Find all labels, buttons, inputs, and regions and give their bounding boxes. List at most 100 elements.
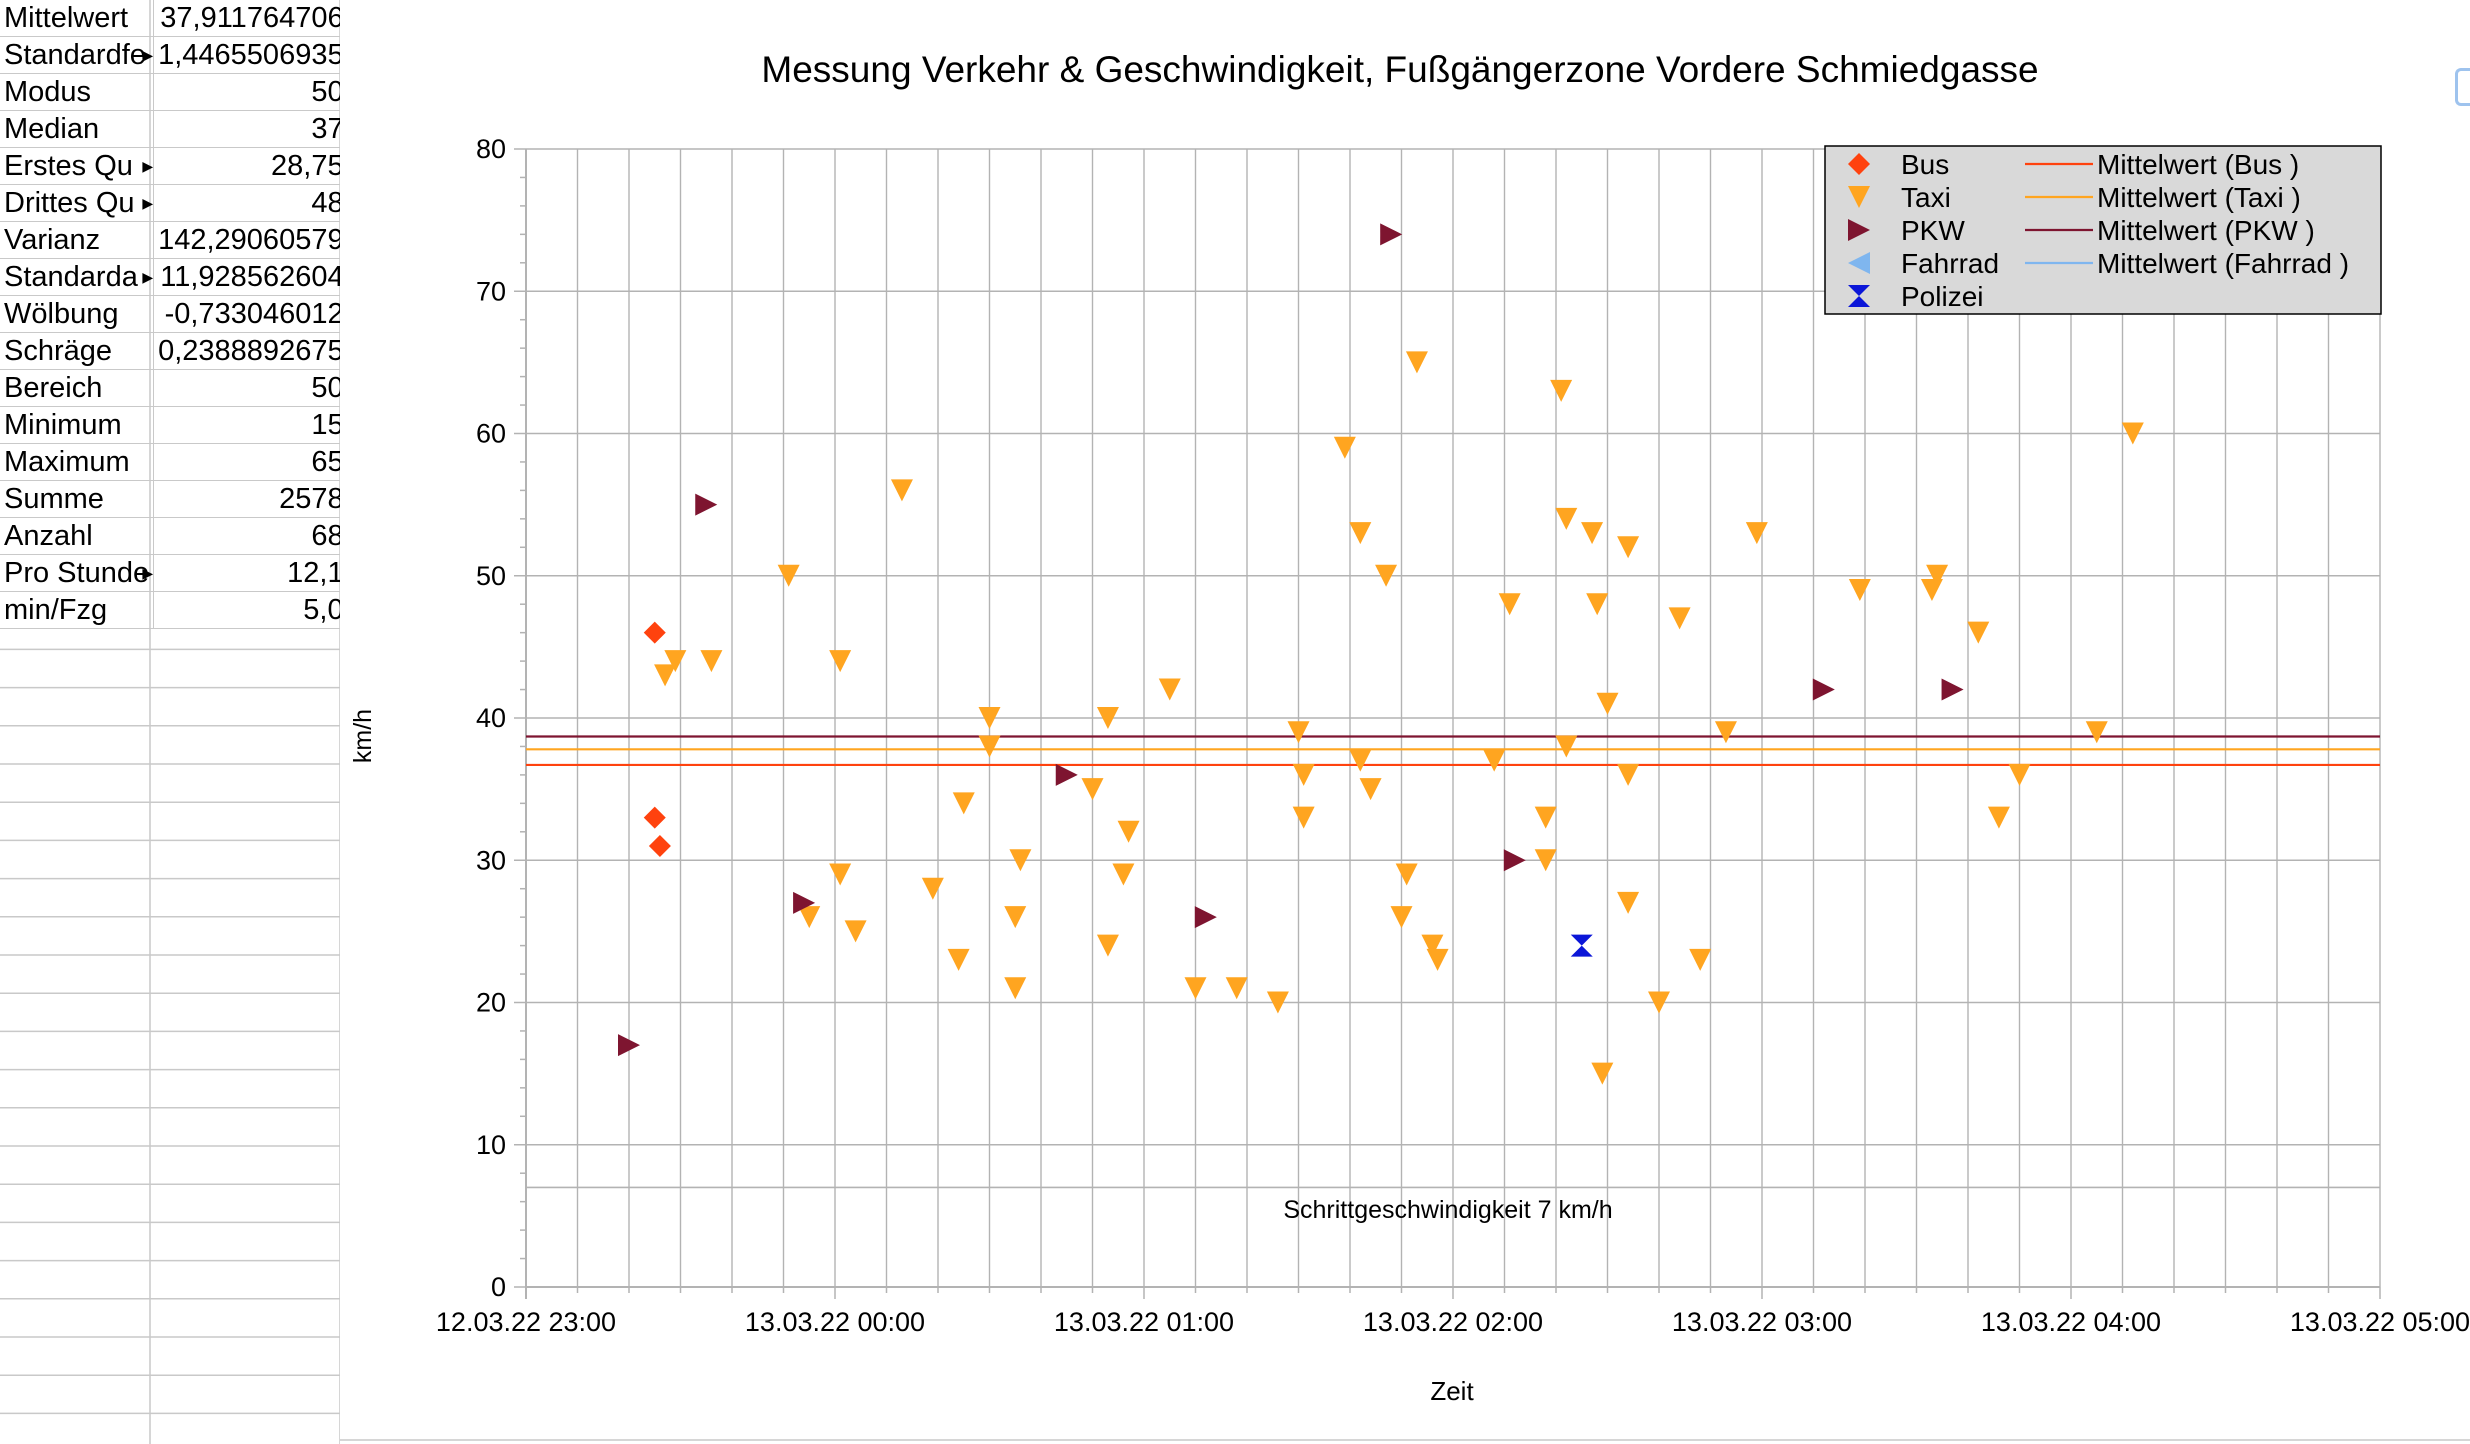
stats-label-cell[interactable]: min/Fzg (0, 591, 155, 629)
stats-value-cell[interactable]: 48 (153, 184, 349, 222)
data-point-taxi[interactable] (1081, 778, 1104, 801)
data-point-taxi[interactable] (1550, 379, 1573, 402)
stats-label-cell[interactable]: Wölbung (0, 295, 155, 333)
stats-value-cell[interactable]: 68 (153, 517, 349, 555)
data-point-taxi[interactable] (1096, 934, 1119, 957)
legend-marker-pkw[interactable] (1848, 219, 1870, 241)
data-point-taxi[interactable] (1534, 806, 1557, 829)
data-point-taxi[interactable] (1158, 678, 1181, 701)
data-point-bus[interactable] (643, 621, 666, 644)
data-point-taxi[interactable] (1534, 849, 1557, 872)
data-point-polizei[interactable] (1570, 934, 1593, 957)
stats-value-cell[interactable]: 50 (153, 73, 349, 111)
stats-label-cell[interactable]: Pro Stunde ▶ (0, 554, 155, 592)
data-point-pkw[interactable] (695, 493, 718, 516)
data-point-pkw[interactable] (1941, 678, 1964, 701)
data-point-taxi[interactable] (829, 863, 852, 886)
stats-value-cell[interactable]: 142,29060579 (153, 221, 349, 259)
data-point-taxi[interactable] (1967, 621, 1990, 644)
data-point-taxi[interactable] (664, 650, 687, 673)
legend-marker-fahrrad[interactable] (1848, 252, 1870, 274)
data-point-taxi[interactable] (1117, 820, 1140, 843)
data-point-taxi[interactable] (921, 877, 944, 900)
data-point-taxi[interactable] (1405, 351, 1428, 374)
data-point-taxi[interactable] (1617, 536, 1640, 559)
stats-label-cell[interactable]: Median (0, 110, 155, 148)
data-point-taxi[interactable] (1555, 507, 1578, 530)
data-point-taxi[interactable] (798, 906, 821, 929)
stats-value-cell[interactable]: 5,0 (153, 591, 349, 629)
data-point-taxi[interactable] (1395, 863, 1418, 886)
data-point-taxi[interactable] (1375, 564, 1398, 587)
data-point-taxi[interactable] (1714, 721, 1737, 744)
data-point-taxi[interactable] (952, 792, 975, 815)
data-point-taxi[interactable] (1004, 977, 1027, 1000)
stats-label-cell[interactable]: Schräge (0, 332, 155, 370)
data-point-taxi[interactable] (844, 920, 867, 943)
data-point-taxi[interactable] (1586, 593, 1609, 616)
legend-marker-bus[interactable] (1848, 153, 1870, 175)
data-point-taxi[interactable] (1581, 522, 1604, 545)
data-point-taxi[interactable] (654, 664, 677, 687)
stats-label-cell[interactable]: Standardfe ▶ (0, 36, 155, 74)
stats-label-cell[interactable]: Minimum (0, 406, 155, 444)
legend-marker-polizei[interactable] (1848, 285, 1870, 307)
stats-label-cell[interactable]: Maximum (0, 443, 155, 481)
data-point-taxi[interactable] (1184, 977, 1207, 1000)
stats-value-cell[interactable]: 2578 (153, 480, 349, 518)
stats-value-cell[interactable]: -0,733046012 (153, 295, 349, 333)
data-point-taxi[interactable] (2085, 721, 2108, 744)
data-point-taxi[interactable] (1421, 934, 1444, 957)
stats-value-cell[interactable]: 65 (153, 443, 349, 481)
stats-value-cell[interactable]: 50 (153, 369, 349, 407)
stats-value-cell[interactable]: 1,4465506935 (153, 36, 349, 74)
data-point-taxi[interactable] (1349, 522, 1372, 545)
data-point-taxi[interactable] (1617, 763, 1640, 786)
stats-label-cell[interactable]: Summe (0, 480, 155, 518)
data-point-taxi[interactable] (1920, 578, 1943, 601)
stats-label-cell[interactable]: Erstes Qu ▶ (0, 147, 155, 185)
stats-label-cell[interactable]: Anzahl (0, 517, 155, 555)
scatter-chart[interactable]: Messung Verkehr & Geschwindigkeit, Fußgä… (340, 0, 2470, 1444)
data-point-taxi[interactable] (1848, 578, 1871, 601)
data-point-taxi[interactable] (2121, 422, 2144, 445)
data-point-taxi[interactable] (1292, 806, 1315, 829)
data-point-pkw[interactable] (1812, 678, 1835, 701)
data-point-taxi[interactable] (978, 735, 1001, 758)
selection-handle[interactable] (2455, 68, 2470, 106)
stats-label-cell[interactable]: Standarda ▶ (0, 258, 155, 296)
data-point-taxi[interactable] (1617, 891, 1640, 914)
data-point-taxi[interactable] (1390, 906, 1413, 929)
data-point-taxi[interactable] (1596, 692, 1619, 715)
stats-value-cell[interactable]: 15 (153, 406, 349, 444)
data-point-taxi[interactable] (1287, 721, 1310, 744)
stats-value-cell[interactable]: 12,1 (153, 554, 349, 592)
data-point-pkw[interactable] (1055, 763, 1078, 786)
stats-label-cell[interactable]: Drittes Qu ▶ (0, 184, 155, 222)
data-point-taxi[interactable] (1483, 749, 1506, 772)
data-point-bus[interactable] (648, 835, 671, 858)
data-point-taxi[interactable] (777, 564, 800, 587)
data-point-taxi[interactable] (1112, 863, 1135, 886)
data-point-pkw[interactable] (1380, 223, 1403, 246)
data-point-taxi[interactable] (1498, 593, 1521, 616)
data-point-pkw[interactable] (618, 1034, 640, 1057)
data-point-taxi[interactable] (1668, 607, 1691, 630)
stats-label-cell[interactable]: Varianz (0, 221, 155, 259)
stats-value-cell[interactable]: 37 (153, 110, 349, 148)
stats-value-cell[interactable]: 11,928562604 (153, 258, 349, 296)
stats-value-cell[interactable]: 28,75 (153, 147, 349, 185)
data-point-taxi[interactable] (890, 479, 913, 502)
stats-label-cell[interactable]: Mittelwert (0, 0, 155, 37)
data-point-taxi[interactable] (700, 650, 723, 673)
data-point-pkw[interactable] (1194, 906, 1217, 929)
data-point-pkw[interactable] (1503, 849, 1526, 872)
legend-marker-taxi[interactable] (1848, 186, 1870, 208)
data-point-taxi[interactable] (1292, 763, 1315, 786)
stats-value-cell[interactable]: 0,2388892675 (153, 332, 349, 370)
data-point-pkw[interactable] (793, 891, 816, 914)
data-point-taxi[interactable] (1333, 436, 1356, 459)
data-point-taxi[interactable] (1096, 707, 1119, 729)
data-point-taxi[interactable] (1004, 906, 1027, 929)
stats-label-cell[interactable]: Modus (0, 73, 155, 111)
